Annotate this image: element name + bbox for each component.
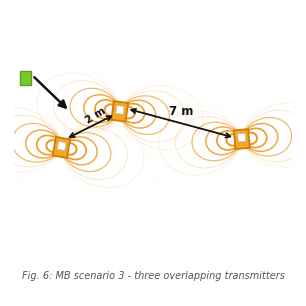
Text: 2 m: 2 m: [84, 106, 108, 125]
Polygon shape: [116, 106, 124, 114]
Polygon shape: [237, 133, 246, 142]
Polygon shape: [234, 129, 250, 149]
Polygon shape: [111, 101, 128, 122]
Text: Fig. 6: MB scenario 3 - three overlapping transmitters: Fig. 6: MB scenario 3 - three overlappin…: [21, 271, 285, 282]
Polygon shape: [20, 71, 31, 85]
Polygon shape: [57, 141, 66, 151]
Polygon shape: [53, 137, 70, 158]
Text: 7 m: 7 m: [169, 105, 193, 118]
